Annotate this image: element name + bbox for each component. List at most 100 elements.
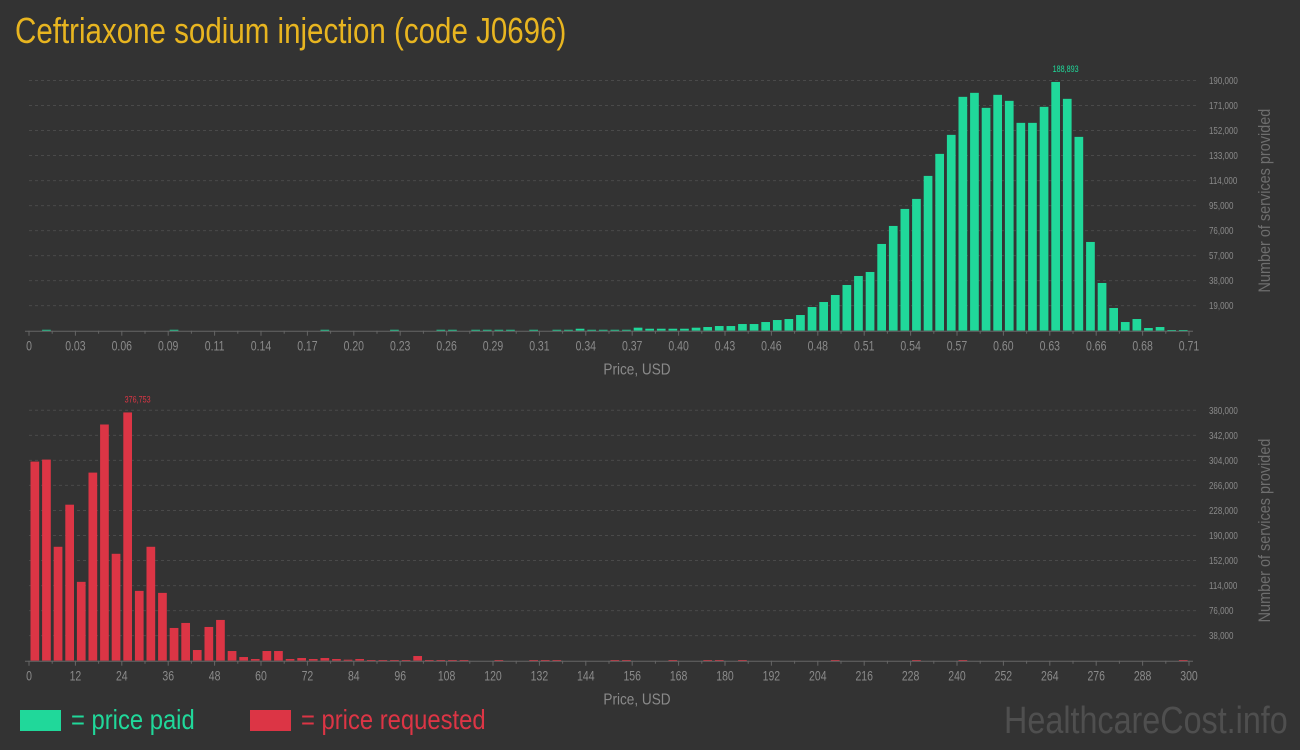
bar bbox=[854, 275, 863, 331]
bar bbox=[552, 660, 562, 661]
bar bbox=[830, 660, 840, 661]
bar bbox=[216, 619, 225, 661]
x-tick-label: 72 bbox=[302, 668, 314, 684]
bar bbox=[622, 329, 631, 331]
x-tick-label: 0.17 bbox=[297, 338, 318, 354]
bar bbox=[1004, 100, 1014, 331]
bar bbox=[1074, 136, 1084, 331]
bar bbox=[714, 660, 724, 661]
bar bbox=[1178, 330, 1188, 331]
bar bbox=[714, 326, 724, 331]
y-tick-label: 380,000 bbox=[1209, 405, 1238, 416]
x-tick-label: 48 bbox=[209, 668, 221, 684]
bar bbox=[158, 592, 167, 661]
x-tick-label: 24 bbox=[116, 668, 128, 684]
x-tick-label: 0.23 bbox=[390, 338, 411, 354]
x-tick-label: 228 bbox=[902, 668, 920, 684]
bar bbox=[169, 329, 179, 331]
y-tick-label: 152,000 bbox=[1209, 125, 1238, 136]
bar bbox=[227, 651, 237, 661]
y-tick-label: 133,000 bbox=[1209, 150, 1238, 161]
bar bbox=[993, 94, 1002, 331]
y-tick-label: 76,000 bbox=[1209, 225, 1233, 236]
y-tick-label: 266,000 bbox=[1209, 480, 1238, 491]
bar bbox=[587, 329, 596, 331]
y-tick-label: 190,000 bbox=[1209, 75, 1238, 86]
x-tick-label: 0.34 bbox=[576, 338, 597, 354]
x-tick-label: 0.66 bbox=[1086, 338, 1107, 354]
x-tick-label: 252 bbox=[995, 668, 1013, 684]
bar bbox=[1109, 308, 1118, 331]
y-tick-label: 190,000 bbox=[1209, 530, 1238, 541]
x-tick-label: 192 bbox=[763, 668, 781, 684]
bar bbox=[390, 660, 399, 661]
bar bbox=[262, 651, 272, 661]
x-tick-label: 144 bbox=[577, 668, 595, 684]
bar bbox=[749, 324, 759, 331]
x-tick-label: 276 bbox=[1087, 668, 1105, 684]
x-tick-label: 0.63 bbox=[1040, 338, 1061, 354]
peak-data-label: 376,753 bbox=[125, 395, 151, 405]
bar bbox=[471, 329, 480, 331]
bar bbox=[204, 626, 214, 661]
bar bbox=[1062, 98, 1072, 331]
bar bbox=[564, 329, 573, 331]
bar bbox=[935, 153, 944, 331]
y-tick-label: 76,000 bbox=[1209, 605, 1233, 616]
bar bbox=[134, 590, 144, 661]
bar bbox=[401, 660, 411, 661]
x-tick-label: 0.11 bbox=[205, 338, 225, 354]
bar bbox=[1178, 660, 1188, 661]
bar bbox=[912, 198, 921, 331]
bar bbox=[355, 659, 364, 661]
bar bbox=[53, 546, 63, 661]
x-tick-label: 0.57 bbox=[947, 338, 968, 354]
bar bbox=[378, 660, 388, 661]
bar bbox=[76, 581, 86, 661]
y-tick-label: 114,000 bbox=[1209, 175, 1237, 186]
bar bbox=[865, 271, 875, 331]
bar bbox=[250, 659, 260, 661]
legend-requested: = price requested bbox=[250, 702, 518, 738]
legend-label-requested: = price requested bbox=[301, 704, 486, 735]
bar bbox=[413, 656, 422, 661]
y-tick-label: 152,000 bbox=[1209, 555, 1238, 566]
bar bbox=[448, 660, 457, 661]
y-axis-title: Number of services provided bbox=[1256, 439, 1274, 623]
y-axis-title: Number of services provided bbox=[1256, 109, 1274, 293]
x-tick-label: 0.46 bbox=[761, 338, 782, 354]
bar bbox=[923, 175, 933, 331]
bar bbox=[970, 92, 979, 331]
y-tick-label: 342,000 bbox=[1209, 430, 1238, 441]
bar bbox=[958, 660, 968, 661]
x-tick-label: 120 bbox=[484, 668, 502, 684]
x-tick-label: 132 bbox=[531, 668, 549, 684]
bar bbox=[192, 650, 202, 661]
bar bbox=[239, 657, 248, 661]
bar bbox=[807, 307, 817, 331]
x-tick-label: 240 bbox=[948, 668, 966, 684]
bar bbox=[633, 327, 643, 331]
x-tick-label: 0.43 bbox=[715, 338, 736, 354]
watermark: HealthcareCost.info bbox=[1004, 700, 1288, 742]
bar bbox=[622, 660, 631, 661]
chart-paid: 19,000 38,000 57,000 76,000 95,000 114,000 133… bbox=[25, 64, 1274, 379]
bar bbox=[656, 328, 666, 331]
bar bbox=[668, 660, 678, 661]
bar bbox=[494, 660, 504, 661]
bar bbox=[100, 424, 109, 661]
x-tick-label: 12 bbox=[70, 668, 82, 684]
bar bbox=[320, 658, 330, 661]
y-tick-label: 228,000 bbox=[1209, 505, 1238, 516]
x-tick-label: 36 bbox=[162, 668, 174, 684]
bar bbox=[610, 660, 620, 661]
x-tick-label: 0.71 bbox=[1179, 338, 1200, 354]
bar bbox=[703, 660, 712, 661]
bar bbox=[65, 504, 74, 661]
x-tick-label: 0.60 bbox=[993, 338, 1014, 354]
x-tick-label: 288 bbox=[1134, 668, 1152, 684]
bar bbox=[610, 329, 620, 331]
chart-requested: 38,000 76,000 114,000 152,000 190,000 228,000… bbox=[25, 395, 1274, 709]
bar bbox=[343, 659, 353, 661]
bar bbox=[680, 328, 689, 331]
